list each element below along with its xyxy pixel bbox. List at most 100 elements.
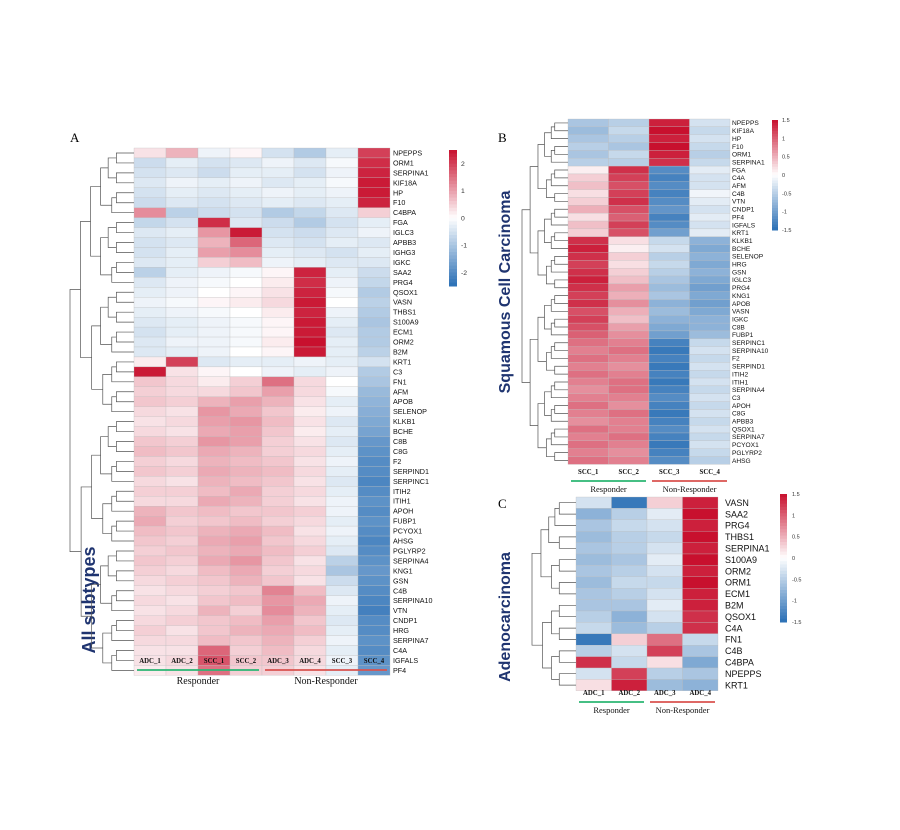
legend-swatch xyxy=(772,120,778,124)
heatmap-cell xyxy=(567,173,609,182)
heatmap-cell xyxy=(682,656,719,669)
heatmap-cell xyxy=(608,456,650,465)
heatmap-cell xyxy=(567,228,609,237)
heatmap-cell xyxy=(293,207,327,218)
heatmap-cell xyxy=(325,227,359,238)
dendrogram-branch xyxy=(550,173,568,187)
dendrogram-branch xyxy=(529,338,538,426)
legend-swatch xyxy=(772,153,778,157)
heatmap-cell xyxy=(165,277,199,288)
legend-swatch xyxy=(780,494,787,498)
heatmap-cell xyxy=(357,456,391,467)
heatmap-cell xyxy=(229,207,263,218)
heatmap-cell xyxy=(646,508,683,520)
heatmap-cell xyxy=(165,516,199,527)
heatmap-cell xyxy=(357,506,391,517)
heatmap-cell xyxy=(357,157,391,169)
heatmap-cell xyxy=(229,326,263,338)
heatmap-cell xyxy=(133,326,167,338)
heatmap-cell xyxy=(261,496,295,507)
heatmap-cell xyxy=(229,476,263,487)
heatmap-cell xyxy=(608,424,650,434)
heatmap-cell xyxy=(229,456,263,467)
heatmap-cell xyxy=(689,126,731,135)
legend-swatch xyxy=(780,548,787,553)
heatmap-cell xyxy=(648,205,690,214)
heatmap-cell xyxy=(689,267,731,277)
heatmap-cell xyxy=(165,197,199,208)
row-label: B2M xyxy=(725,600,744,610)
row-label: PRG4 xyxy=(725,521,750,531)
heatmap-cell xyxy=(133,396,167,407)
heatmap-cell xyxy=(229,267,263,278)
heatmap-cell xyxy=(646,667,683,680)
heatmap-cell xyxy=(229,486,263,497)
heatmap-cell xyxy=(575,588,612,600)
heatmap-cell xyxy=(261,167,295,178)
heatmap-cell xyxy=(197,386,231,397)
heatmap-cell xyxy=(608,385,650,394)
row-label: SAA2 xyxy=(725,509,748,519)
column-label: SCC_2 xyxy=(619,469,640,476)
heatmap-cell xyxy=(567,142,609,151)
heatmap-cell xyxy=(611,610,648,623)
heatmap-cell xyxy=(682,508,719,520)
legend-swatch xyxy=(772,227,778,231)
heatmap-cell xyxy=(357,376,391,387)
heatmap-cell xyxy=(575,565,612,577)
legend-swatch xyxy=(780,567,787,572)
heatmap-cell xyxy=(229,446,263,457)
heatmap-cell xyxy=(567,118,609,127)
row-label: APBB3 xyxy=(732,419,754,426)
dendrogram-branch xyxy=(554,365,568,375)
dendrogram-branch xyxy=(550,150,568,163)
row-label: VASN xyxy=(725,498,749,508)
heatmap-cell xyxy=(357,307,391,318)
heatmap-cell xyxy=(261,237,295,248)
heatmap-cell xyxy=(567,432,609,441)
heatmap-cell xyxy=(229,307,263,318)
heatmap-cell xyxy=(325,237,359,248)
heatmap-panel-B: B Squamous Cell Carcinoma NPEPPSKIF18AHPF1… xyxy=(497,118,791,494)
heatmap-cell xyxy=(325,486,359,497)
heatmap-cell xyxy=(357,516,391,527)
dendrogram-branch xyxy=(111,197,134,214)
heatmap-cell xyxy=(682,553,719,566)
heatmap-cell xyxy=(325,545,359,557)
heatmap-cell xyxy=(608,401,650,410)
heatmap-cell xyxy=(689,385,731,394)
dendrogram-branch xyxy=(554,428,568,438)
heatmap-cell xyxy=(567,346,609,355)
heatmap-cell xyxy=(648,315,690,324)
dendrogram-branch xyxy=(540,529,552,578)
legend-swatch xyxy=(780,513,787,517)
heatmap-cell xyxy=(608,322,650,332)
heatmap-cell xyxy=(261,426,295,437)
legend-swatch xyxy=(780,545,787,549)
heatmap-cell xyxy=(325,336,359,348)
heatmap-cell xyxy=(293,516,327,527)
heatmap-cell xyxy=(197,516,231,527)
dendrogram-branch xyxy=(116,441,134,452)
legend-swatch xyxy=(780,618,787,623)
heatmap-cell xyxy=(648,165,690,175)
heatmap-cell xyxy=(261,197,295,208)
heatmap-cell xyxy=(357,247,391,258)
heatmap-cell xyxy=(648,440,690,449)
row-label: C3 xyxy=(732,395,741,402)
heatmap-cell xyxy=(575,656,612,669)
heatmap-cell xyxy=(197,366,231,377)
heatmap-cell xyxy=(646,542,683,555)
heatmap-cell xyxy=(261,605,295,616)
heatmap-cell xyxy=(611,656,648,669)
heatmap-cell xyxy=(689,322,731,332)
row-label: PGLYRP2 xyxy=(732,450,762,457)
heatmap-cell xyxy=(682,622,719,634)
heatmap-cell xyxy=(689,275,731,284)
heatmap-cell xyxy=(165,525,199,537)
heatmap-cell xyxy=(133,486,167,497)
heatmap-cell xyxy=(357,227,391,238)
heatmap-cell xyxy=(197,217,231,228)
heatmap-cell xyxy=(133,307,167,318)
